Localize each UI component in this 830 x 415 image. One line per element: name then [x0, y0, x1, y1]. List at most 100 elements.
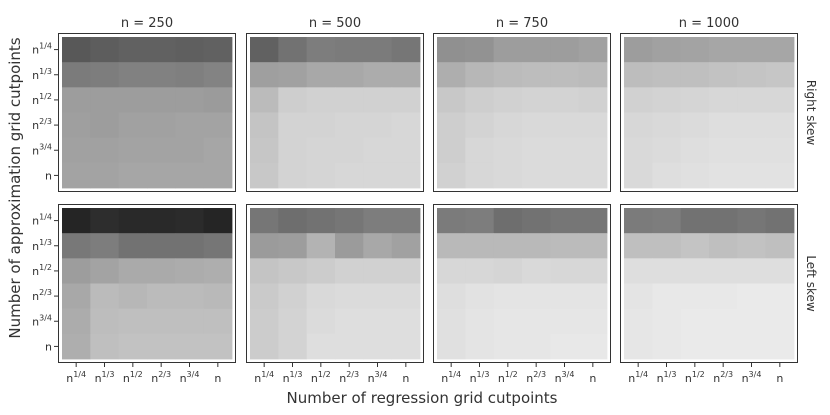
heatmap-cell: [118, 208, 148, 234]
heatmap-cell: [437, 208, 466, 234]
heatmap-cell: [90, 208, 120, 234]
heatmap-cell: [680, 137, 710, 164]
heatmap-cell: [306, 162, 336, 189]
heatmap-cell: [737, 87, 767, 113]
heatmap-cell: [765, 283, 795, 310]
heatmap-panel: [620, 33, 798, 192]
heatmap-cell: [147, 258, 176, 284]
heatmap-cell: [335, 162, 364, 189]
heatmap-cell: [550, 162, 580, 189]
heatmap-cell: [465, 258, 495, 284]
heatmap-cell: [363, 308, 393, 335]
heatmap-cell: [62, 283, 91, 310]
heatmap-cell: [363, 233, 393, 259]
heatmap-cell: [335, 258, 364, 284]
heatmap-cell: [90, 283, 120, 310]
heatmap-cell: [203, 87, 233, 113]
heatmap-cell: [578, 308, 608, 335]
y-axis-title: Number of approximation grid cutpoints: [6, 37, 24, 338]
heatmap-cell: [306, 37, 336, 63]
heatmap-cell: [624, 112, 653, 139]
y-tick-label: n3/4: [32, 313, 52, 328]
heatmap-cell: [652, 308, 682, 335]
x-tick-label: n2/3: [713, 370, 733, 385]
heatmap-cell: [203, 283, 233, 310]
axis-ticks: n1/4 n1/3 n1/2 n2/3 n3/4 n n1/4 n1/3 n1/2 n2/3 n3/…: [32, 42, 783, 385]
y-tick-label: n1/2: [32, 263, 52, 278]
panel-border: [58, 204, 236, 363]
heatmap-cell: [118, 162, 148, 189]
heatmap-cell: [306, 112, 336, 139]
heatmap-cell: [175, 258, 205, 284]
heatmap-cell: [680, 233, 710, 259]
facet-label-column: n = 250: [121, 16, 173, 31]
heatmap-cell: [90, 308, 120, 335]
heatmap-cell: [522, 283, 551, 310]
heatmap-panel: [433, 33, 611, 192]
x-tick-label: n2/3: [151, 370, 171, 385]
heatmap-cell: [737, 283, 767, 310]
heatmap-cell: [624, 258, 653, 284]
heatmap-cell: [391, 233, 421, 259]
heatmap-cell: [624, 208, 653, 234]
heatmap-cell: [278, 112, 308, 139]
heatmap-cell: [278, 137, 308, 164]
heatmap-cell: [363, 283, 393, 310]
heatmap-cell: [118, 112, 148, 139]
heatmap-cell: [118, 283, 148, 310]
x-tick-label: n1/2: [123, 370, 143, 385]
heatmap-cell: [652, 258, 682, 284]
heatmap-cell: [147, 283, 176, 310]
heatmap-cell: [522, 62, 551, 88]
heatmap-cell: [680, 283, 710, 310]
panel-border: [433, 33, 611, 192]
heatmap-cell: [624, 37, 653, 63]
heatmap-cell: [62, 333, 91, 360]
heatmap-cell: [175, 208, 205, 234]
heatmap-cell: [709, 283, 738, 310]
x-tick-label: n: [589, 372, 596, 385]
heatmap-cell: [250, 37, 279, 63]
heatmap-cell: [306, 333, 336, 360]
heatmap-cell: [391, 87, 421, 113]
heatmap-cell: [391, 62, 421, 88]
heatmap-cell: [118, 233, 148, 259]
facet-label-column: n = 1000: [679, 16, 739, 31]
heatmap-panel: [246, 33, 424, 192]
heatmap-cell: [437, 87, 466, 113]
heatmap-cell: [363, 258, 393, 284]
heatmap-cell: [335, 137, 364, 164]
x-tick-label: n1/2: [685, 370, 705, 385]
heatmap-cell: [62, 258, 91, 284]
x-tick-label: n2/3: [526, 370, 546, 385]
heatmap-cell: [624, 333, 653, 360]
heatmap-cell: [62, 137, 91, 164]
heatmap-cell: [765, 258, 795, 284]
heatmap-cell: [203, 333, 233, 360]
heatmap-cell: [624, 137, 653, 164]
heatmap-panel: [433, 204, 611, 363]
heatmap-cell: [652, 87, 682, 113]
facet-label-row: Right skew: [804, 80, 818, 146]
heatmap-cell: [175, 333, 205, 360]
heatmap-cell: [118, 62, 148, 88]
panel-border: [620, 33, 798, 192]
heatmap-cell: [62, 62, 91, 88]
panel-border: [246, 33, 424, 192]
heatmap-cell: [624, 283, 653, 310]
heatmap-cell: [175, 162, 205, 189]
heatmap-cell: [90, 233, 120, 259]
heatmap-cell: [652, 162, 682, 189]
heatmap-cell: [437, 62, 466, 88]
heatmap-cell: [578, 112, 608, 139]
heatmap-cell: [118, 308, 148, 335]
heatmap-cell: [709, 333, 738, 360]
heatmap-cell: [465, 87, 495, 113]
heatmap-cell: [335, 37, 364, 63]
panel-border: [58, 33, 236, 192]
heatmap-cell: [493, 283, 523, 310]
heatmap-cell: [90, 37, 120, 63]
heatmap-cell: [578, 137, 608, 164]
y-tick-label: n1/2: [32, 92, 52, 107]
heatmap-cell: [90, 162, 120, 189]
